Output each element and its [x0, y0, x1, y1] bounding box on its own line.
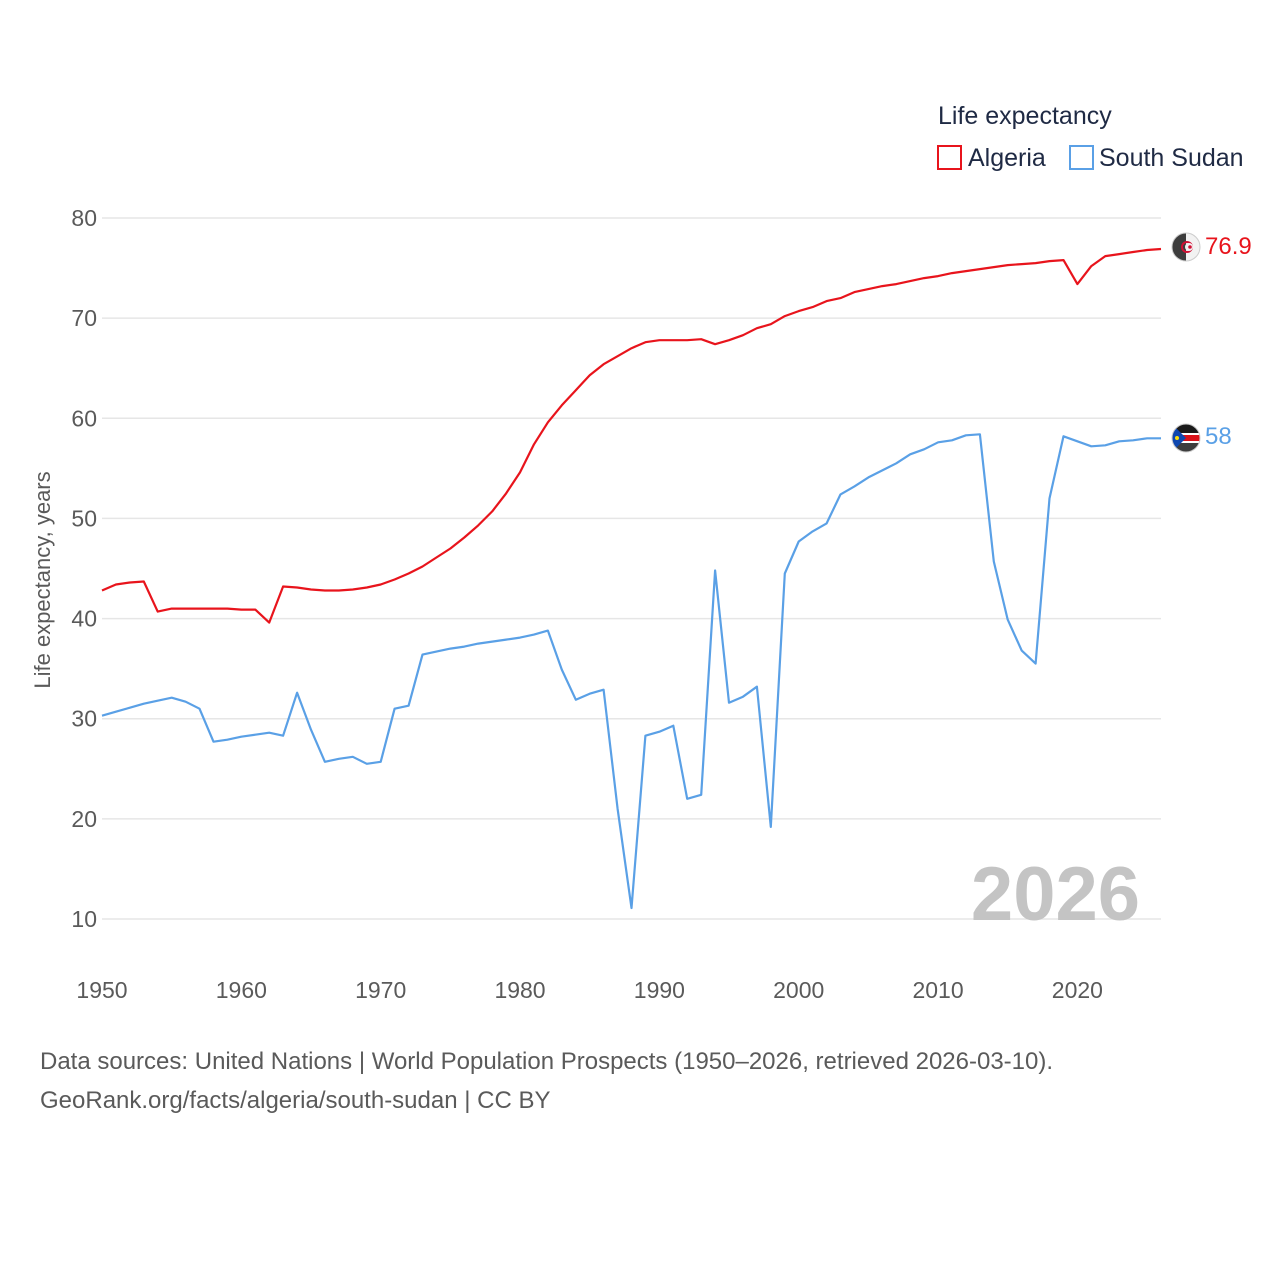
- x-tick-label: 1990: [634, 977, 685, 1003]
- x-tick-label: 1970: [355, 977, 406, 1003]
- series-layer: [101, 247, 1162, 910]
- south-sudan-flag-icon: [1171, 423, 1201, 453]
- legend-title: Life expectancy: [938, 102, 1112, 130]
- y-axis-ticks: 10 20 30 40 50 60 70 80: [71, 205, 97, 932]
- x-tick-label: 2020: [1052, 977, 1103, 1003]
- legend-swatch-algeria: [937, 145, 962, 170]
- y-tick-label: 20: [71, 806, 97, 832]
- algeria-flag-icon: [1171, 232, 1201, 262]
- year-watermark: 2026: [971, 852, 1140, 937]
- y-tick-label: 50: [71, 505, 97, 531]
- legend-label-algeria: Algeria: [968, 144, 1046, 172]
- legend-item-algeria[interactable]: Algeria: [937, 144, 1046, 172]
- y-tick-label: 80: [71, 205, 97, 231]
- y-axis-title: Life expectancy, years: [30, 471, 55, 688]
- end-label-algeria: 76.9: [1205, 233, 1252, 260]
- y-tick-label: 70: [71, 305, 97, 331]
- x-tick-label: 1980: [494, 977, 545, 1003]
- legend-item-south-sudan[interactable]: South Sudan: [1069, 144, 1244, 172]
- x-tick-label: 1960: [216, 977, 267, 1003]
- x-tick-label: 2000: [773, 977, 824, 1003]
- x-axis-ticks: 1950 1960 1970 1980 1990 2000 2010 2020: [76, 977, 1103, 1003]
- y-tick-label: 10: [71, 906, 97, 932]
- legend-swatch-south-sudan: [1069, 145, 1094, 170]
- y-tick-label: 30: [71, 706, 97, 732]
- legend-label-south-sudan: South Sudan: [1099, 144, 1244, 172]
- source-line-2[interactable]: GeoRank.org/facts/algeria/south-sudan | …: [40, 1087, 551, 1114]
- grid-layer: [102, 217, 1161, 920]
- end-label-south-sudan: 58: [1205, 423, 1232, 450]
- y-tick-label: 40: [71, 606, 97, 632]
- x-tick-label: 2010: [912, 977, 963, 1003]
- source-line-1: Data sources: United Nations | World Pop…: [40, 1048, 1053, 1075]
- y-tick-label: 60: [71, 405, 97, 431]
- series-line-algeria[interactable]: [101, 247, 1162, 624]
- series-line-south-sudan[interactable]: [101, 433, 1161, 910]
- x-tick-label: 1950: [76, 977, 127, 1003]
